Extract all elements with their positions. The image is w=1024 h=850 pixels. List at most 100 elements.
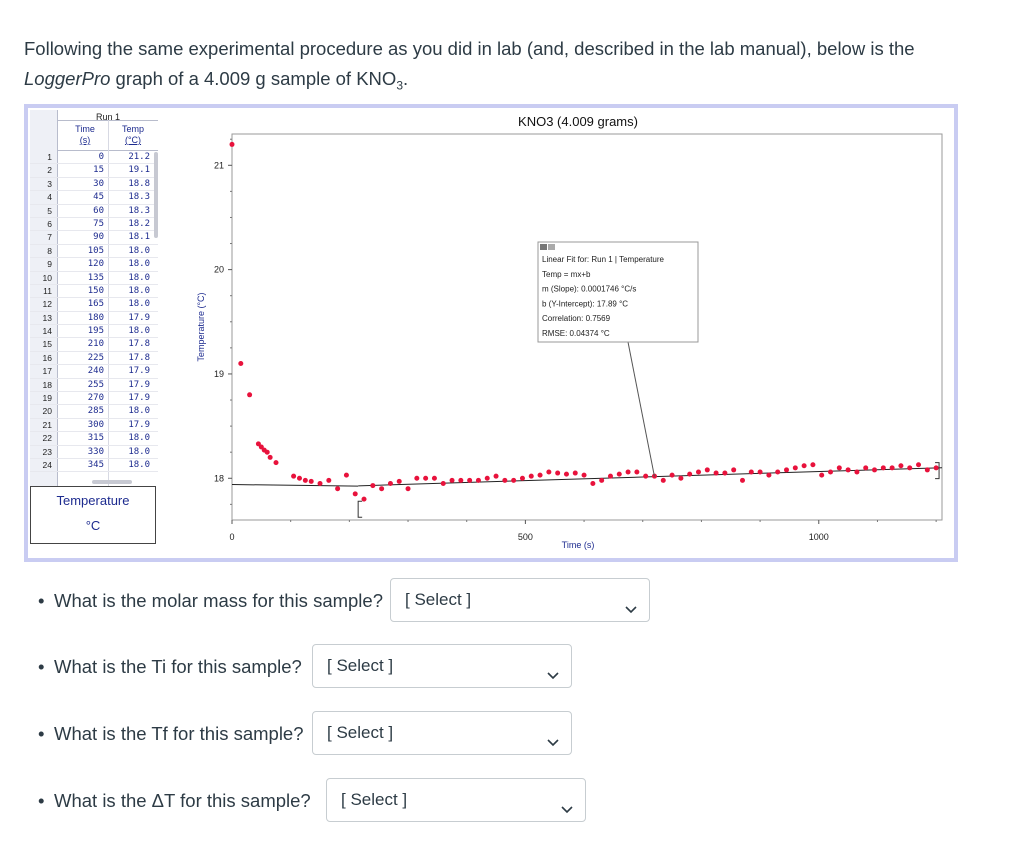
- data-point: [828, 469, 834, 475]
- data-point: [475, 477, 481, 483]
- intro-line-2: LoggerPro graph of a 4.009 g sample of K…: [24, 64, 984, 101]
- data-table: Run 1 Time (s) Temp (°C) 1 0 21.2 2 15 19.1 3 3…: [30, 110, 158, 486]
- chart-title: KNO3 (4.009 grams): [518, 114, 638, 129]
- table-row: 2 15 19.1: [30, 164, 158, 178]
- fit-annotation-box[interactable]: [537, 241, 699, 343]
- row-number: 17: [42, 366, 52, 377]
- data-point: [775, 469, 781, 475]
- time-header-unit: (s): [79, 135, 91, 145]
- data-point: [863, 465, 869, 471]
- temp-header-unit: (°C): [124, 135, 142, 145]
- table-row: 14 195 18.0: [30, 325, 158, 339]
- data-point: [739, 477, 745, 483]
- table-row: 6 75 18.2: [30, 218, 158, 232]
- answer-select[interactable]: [ Select ]: [390, 578, 650, 622]
- y-axis-label: Temperature (°C): [196, 292, 206, 361]
- y-tick-label: 20: [214, 265, 224, 275]
- select-placeholder: [ Select ]: [327, 656, 394, 675]
- time-cell: 345: [87, 459, 104, 470]
- chevron-down-icon: [623, 591, 639, 614]
- annotation-close-icon[interactable]: [540, 244, 547, 250]
- table-row: 23 330 18.0: [30, 446, 158, 459]
- row-number: 13: [42, 312, 52, 323]
- answer-select[interactable]: [ Select ]: [326, 778, 586, 822]
- question-item: • What is the Ti for this sample?: [38, 656, 302, 678]
- fit-annotation-slope: m (Slope): 0.0001746 °C/s: [542, 285, 636, 294]
- horizontal-scrollbar[interactable]: [92, 480, 132, 484]
- y-tick-label: 19: [214, 369, 224, 379]
- intro-line-2-text: graph of a 4.009 g sample of KNO: [110, 68, 397, 89]
- temp-cell: 18.3: [128, 192, 150, 203]
- row-number: 7: [47, 232, 52, 243]
- row-number: 23: [42, 446, 52, 457]
- data-point: [352, 491, 358, 497]
- answer-select[interactable]: [ Select ]: [312, 644, 572, 688]
- question-item: • What is the molar mass for this sample?: [38, 590, 383, 612]
- data-point: [845, 467, 851, 473]
- data-point: [264, 449, 270, 455]
- time-cell: 105: [87, 245, 104, 256]
- temperature-chart: KNO3 (4.009 grams) 18 19 20 21 0 500 1000 Time (…: [196, 114, 943, 550]
- data-point: [519, 475, 525, 481]
- table-row: 16 225 17.8: [30, 352, 158, 366]
- table-row: 12 165 18.0: [30, 298, 158, 312]
- temp-cell: 17.9: [128, 312, 150, 323]
- chevron-down-icon: [545, 724, 561, 747]
- loggerpro-window: Run 1 Time (s) Temp (°C) 1 0 21.2 2 15 19.1 3 3…: [28, 108, 954, 558]
- fit-annotation-eq: Temp = mx+b: [542, 270, 591, 279]
- row-number: 11: [43, 285, 52, 296]
- temperature-meter: Temperature °C: [30, 486, 156, 544]
- time-cell: 60: [93, 205, 104, 216]
- row-number: 22: [42, 433, 52, 444]
- fit-range-end-bracket[interactable]: [935, 462, 940, 480]
- temp-column-header: Temp (°C): [110, 124, 156, 146]
- temp-cell: 17.9: [128, 366, 150, 377]
- data-point: [238, 361, 244, 367]
- table-row: 13 180 17.9: [30, 312, 158, 326]
- vertical-scrollbar[interactable]: [154, 152, 158, 238]
- annotation-options-icon[interactable]: [548, 244, 555, 250]
- data-point: [933, 465, 939, 471]
- row-number: 19: [42, 393, 52, 404]
- time-cell: 135: [87, 272, 104, 283]
- answer-select[interactable]: [ Select ]: [312, 711, 572, 755]
- data-point: [819, 472, 825, 478]
- temp-cell: 18.0: [128, 446, 150, 457]
- data-point: [704, 467, 710, 473]
- question-item: • What is the Tf for this sample?: [38, 723, 304, 745]
- data-point: [898, 463, 904, 469]
- data-point: [537, 472, 543, 478]
- data-point: [247, 392, 253, 398]
- data-point: [511, 477, 517, 483]
- data-point: [880, 465, 886, 471]
- time-cell: 330: [87, 446, 104, 457]
- linear-fit-extension: [231, 484, 359, 487]
- data-point: [607, 473, 613, 479]
- time-cell: 180: [87, 312, 104, 323]
- data-point: [273, 460, 279, 466]
- data-point: [335, 486, 341, 492]
- data-point: [590, 480, 596, 486]
- data-point: [229, 141, 235, 147]
- temp-cell: 18.0: [128, 285, 150, 296]
- table-row: 5 60 18.3: [30, 205, 158, 218]
- select-placeholder: [ Select ]: [327, 723, 394, 742]
- data-point: [440, 480, 446, 486]
- data-point: [924, 467, 930, 473]
- data-point: [458, 477, 464, 483]
- table-row: 15 210 17.8: [30, 338, 158, 352]
- data-point: [296, 475, 302, 481]
- row-number: 6: [47, 218, 52, 229]
- row-number: 1: [47, 152, 52, 162]
- data-point: [484, 475, 490, 481]
- fit-range-start-bracket[interactable]: [357, 500, 363, 518]
- data-point: [302, 477, 308, 483]
- time-cell: 165: [87, 299, 104, 310]
- table-row: 3 30 18.8: [30, 178, 158, 192]
- time-cell: 75: [93, 218, 104, 229]
- bullet: •: [38, 590, 45, 611]
- time-cell: 120: [87, 259, 104, 270]
- select-placeholder: [ Select ]: [341, 790, 408, 809]
- table-row: 19 270 17.9: [30, 392, 158, 406]
- data-point: [854, 469, 860, 475]
